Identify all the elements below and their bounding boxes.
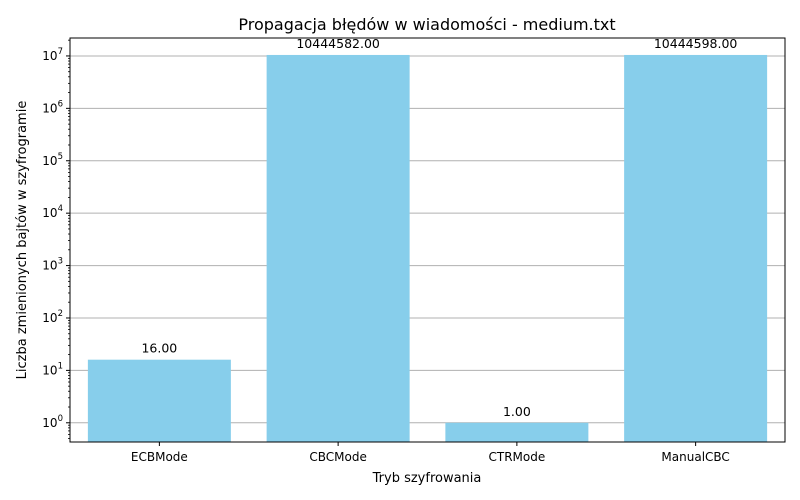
- x-axis-label: Tryb szyfrowania: [372, 471, 482, 486]
- y-tick-label: 100: [42, 414, 63, 430]
- bars: [87, 54, 768, 443]
- plot-frame: [69, 37, 786, 443]
- y-tick-label: 102: [42, 309, 63, 325]
- bar-value-labels: 16.00 10444582.00 1.00 10444598.00: [141, 36, 737, 419]
- y-tick-label: 101: [42, 361, 63, 377]
- y-tick-label: 105: [42, 152, 63, 168]
- bar-cbcmode: [266, 54, 410, 442]
- bar-value-label: 10444598.00: [654, 36, 738, 51]
- bar-ctrmode: [445, 422, 589, 442]
- chart-title: Propagacja błędów w wiadomości - medium.…: [238, 15, 615, 34]
- x-tick-label: CTRMode: [489, 450, 546, 464]
- bar-ecbmode: [87, 359, 231, 442]
- y-tick-label: 104: [42, 204, 63, 220]
- bar-value-label: 10444582.00: [296, 36, 380, 51]
- x-tick-label: ManualCBC: [661, 450, 729, 464]
- bar-manualcbc: [624, 54, 768, 443]
- x-tick-label: CBCMode: [309, 450, 366, 464]
- y-axis-label: Liczba zmienionych bajtów w szyfrogramie: [15, 101, 30, 380]
- x-axis-ticks: ECBMode CBCMode CTRMode ManualCBC: [131, 442, 730, 464]
- y-tick-label: 103: [42, 257, 63, 273]
- x-tick-label: ECBMode: [131, 450, 188, 464]
- bar-value-label: 1.00: [503, 404, 531, 419]
- y-tick-label: 106: [42, 99, 63, 115]
- y-axis-ticks: 100 101 102 103 104 105 106 107: [42, 39, 70, 439]
- bar-value-label: 16.00: [141, 341, 177, 356]
- y-tick-label: 107: [42, 47, 63, 63]
